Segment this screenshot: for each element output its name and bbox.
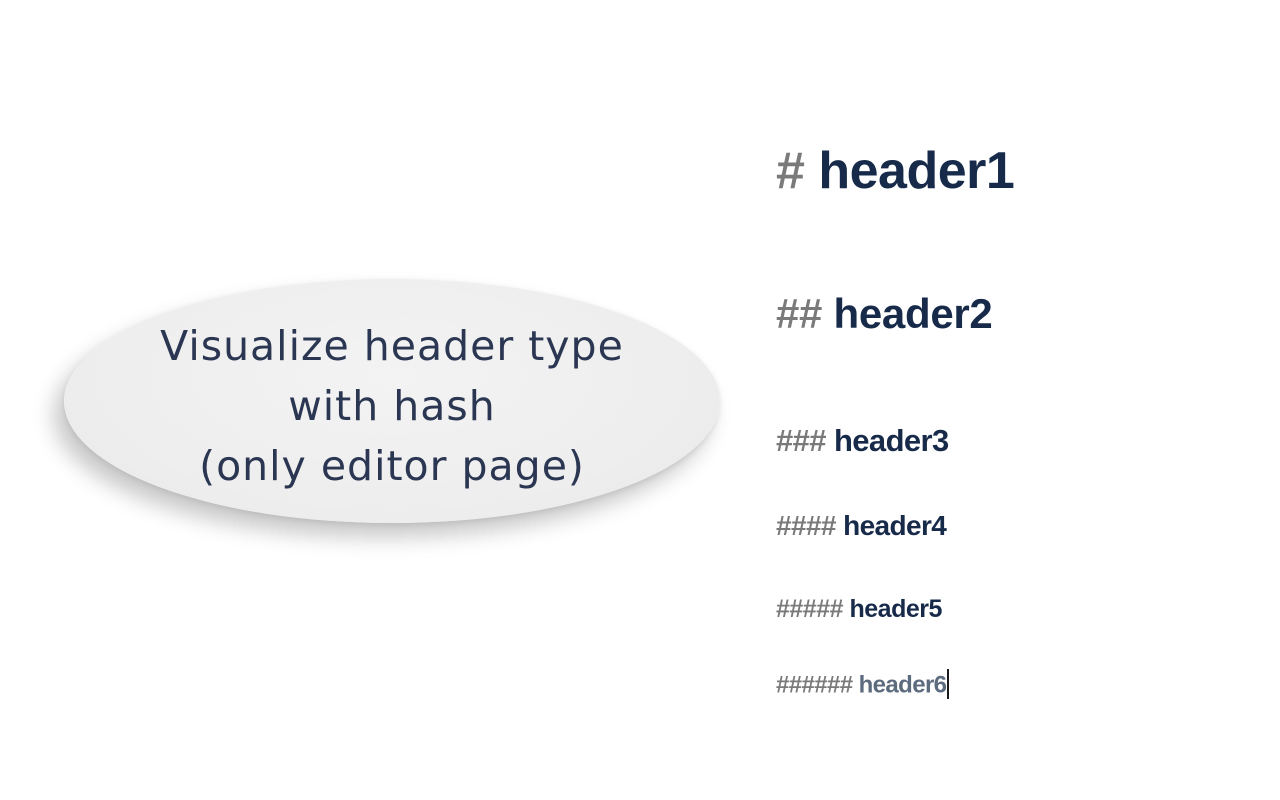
markdown-header-3[interactable]: ### header3 [776, 423, 949, 459]
callout-line-3: (only editor page) [199, 442, 585, 490]
header-3-text: header3 [833, 423, 949, 458]
header-4-hash: #### [776, 510, 836, 541]
callout-line-2: with hash [288, 382, 496, 430]
header-6-hash: ###### [776, 671, 853, 699]
header-1-hash: # [776, 142, 805, 200]
header-4-text: header4 [843, 510, 947, 541]
header-5-hash: ##### [776, 595, 844, 623]
markdown-header-2[interactable]: ## header2 [776, 290, 993, 338]
header-3-hash: ### [776, 423, 827, 458]
markdown-header-4[interactable]: #### header4 [776, 510, 947, 542]
callout-text: Visualize header type with hash (only ed… [64, 316, 720, 496]
markdown-header-5[interactable]: ##### header5 [776, 595, 942, 624]
header-6-text: header6 [858, 671, 947, 699]
callout-bubble [64, 279, 720, 523]
header-2-hash: ## [776, 290, 823, 337]
markdown-header-1[interactable]: # header1 [776, 141, 1015, 201]
markdown-header-6[interactable]: ###### header6 [776, 669, 950, 701]
text-cursor [947, 669, 950, 699]
header-1-text: header1 [818, 142, 1015, 200]
header-5-text: header5 [849, 595, 942, 623]
callout-line-1: Visualize header type [160, 322, 624, 370]
header-2-text: header2 [833, 290, 993, 337]
